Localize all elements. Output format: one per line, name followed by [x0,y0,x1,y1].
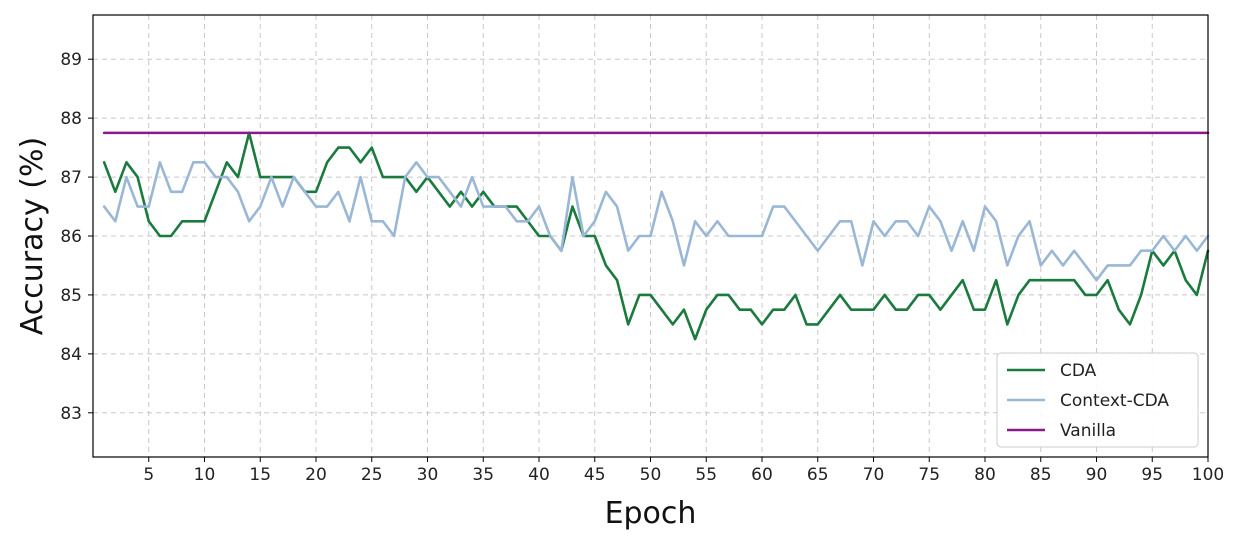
x-tick-label: 70 [863,465,885,485]
x-tick-label: 40 [528,465,550,485]
legend-box [996,352,1199,448]
x-tick-label: 35 [472,465,494,485]
y-tick-label: 86 [60,227,82,247]
y-axis-title: Accuracy (%) [15,137,50,335]
x-tick-label: 60 [751,465,773,485]
x-tick-label: 20 [305,465,327,485]
x-tick-label: 65 [807,465,829,485]
y-tick-label: 87 [60,168,82,188]
series-lines [102,131,1210,341]
legend-label-vanilla: Vanilla [1060,421,1116,441]
series-line-context-cda [102,161,1210,282]
x-axis-title: Epoch [605,496,697,531]
x-tick-label: 15 [249,465,271,485]
y-tick-label: 85 [60,286,82,306]
x-tick-label: 95 [1141,465,1163,485]
x-tick-label: 55 [695,465,717,485]
legend: CDA Context-CDA Vanilla [996,352,1199,448]
y-tick-label: 88 [60,109,82,129]
x-tick-label: 80 [974,465,996,485]
series-line-cda [102,131,1210,341]
axis-ticks: 5 10 15 20 25 30 35 40 45 50 55 60 65 70 75 80 85 90 95 100… [60,50,1224,485]
x-tick-label: 10 [194,465,216,485]
x-tick-label: 25 [361,465,383,485]
y-tick-label: 83 [60,404,82,424]
legend-label-context-cda: Context-CDA [1060,391,1169,411]
x-tick-label: 45 [584,465,606,485]
x-tick-label: 85 [1030,465,1052,485]
x-tick-label: 5 [143,465,154,485]
y-tick-label: 84 [60,345,82,365]
x-tick-label: 100 [1192,465,1224,485]
x-tick-label: 90 [1086,465,1108,485]
y-tick-label: 89 [60,50,82,70]
x-tick-label: 30 [417,465,439,485]
x-tick-label: 50 [640,465,662,485]
x-tick-label: 75 [918,465,940,485]
legend-label-cda: CDA [1060,361,1097,381]
